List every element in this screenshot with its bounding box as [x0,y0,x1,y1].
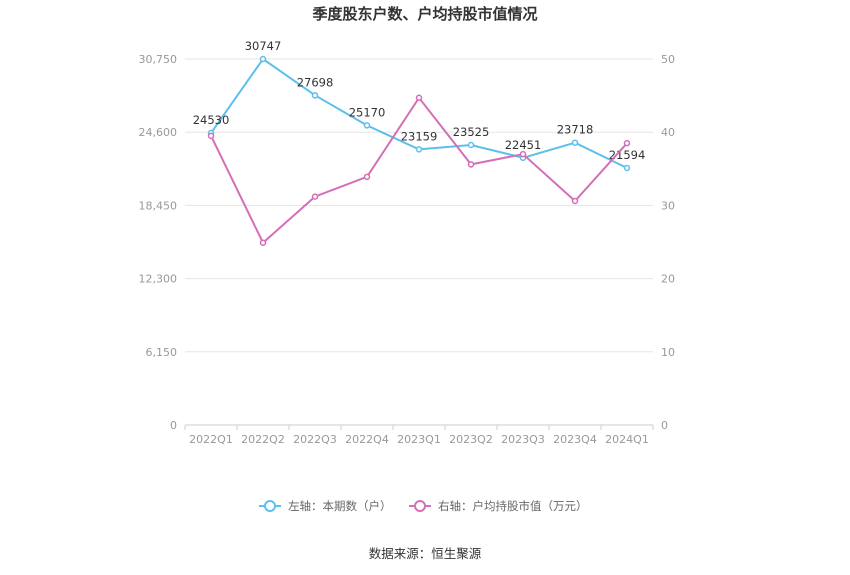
x-tick-label: 2023Q2 [449,433,493,446]
data-source: 数据来源：恒生聚源 [369,546,482,561]
grid-lines [185,58,653,426]
right-axis: 0 10 20 30 40 50 [661,53,675,432]
data-point[interactable] [415,146,423,153]
data-point[interactable] [363,173,371,181]
data-point[interactable] [311,193,319,200]
series-line-right [210,96,628,245]
x-axis: 2022Q1 2022Q2 2022Q3 2022Q4 2023Q1 2023Q2 2023… [184,425,654,446]
right-tick-label: 30 [661,199,675,212]
chart-title: 季度股东户数、户均持股市值情况 [312,5,537,23]
series-left: 24530 30747 27698 25170 23159 23525 22451 23718… [193,39,646,172]
data-point[interactable] [623,164,631,172]
data-label: 23718 [557,123,594,137]
right-tick-label: 0 [661,419,668,432]
data-point[interactable] [311,92,319,99]
data-point[interactable] [467,161,475,168]
right-tick-label: 50 [661,53,675,66]
data-point[interactable] [623,139,631,147]
legend-item-right-series[interactable]: 右轴：户均持股市值（万元） [409,499,588,513]
left-tick-label: 0 [170,419,177,432]
x-tick-label: 2022Q2 [241,433,285,446]
x-tick-label: 2023Q3 [501,433,545,446]
right-tick-label: 40 [661,126,675,139]
left-tick-label: 18,450 [139,199,178,212]
legend-label-left: 左轴：本期数（户） [288,499,392,513]
series-right [207,94,631,246]
data-point[interactable] [415,94,423,102]
data-label: 23159 [401,129,438,143]
legend[interactable]: 左轴：本期数（户） 右轴：户均持股市值（万元） [259,499,588,513]
data-point[interactable] [259,55,267,63]
data-label: 27698 [297,75,334,89]
data-point[interactable] [467,141,475,149]
x-tick-label: 2022Q1 [189,433,233,446]
legend-item-left-series[interactable]: 左轴：本期数（户） [259,499,392,513]
data-label: 24530 [193,113,230,127]
x-tick-label: 2022Q3 [293,433,337,446]
x-tick-label: 2022Q4 [345,433,389,446]
legend-marker-right [414,500,426,512]
data-point[interactable] [259,239,267,246]
legend-marker-left [264,500,276,512]
legend-label-right: 右轴：户均持股市值（万元） [438,499,588,513]
left-tick-label: 24,600 [139,126,178,139]
data-label: 25170 [349,105,386,119]
left-tick-label: 30,750 [139,53,178,66]
right-tick-label: 20 [661,273,675,286]
data-point[interactable] [571,197,579,205]
data-label: 30747 [245,39,282,53]
right-tick-label: 10 [661,346,675,359]
left-axis: 0 6,150 12,300 18,450 24,600 30,750 [139,53,178,432]
x-tick-label: 2023Q1 [397,433,441,446]
data-label: 22451 [505,138,542,152]
left-tick-label: 6,150 [146,346,178,359]
data-point[interactable] [571,139,579,146]
x-tick-label: 2024Q1 [605,433,649,446]
x-tick-label: 2023Q4 [553,433,597,446]
data-point[interactable] [519,150,527,158]
data-label: 21594 [609,148,646,162]
data-point[interactable] [363,122,371,129]
left-tick-label: 12,300 [139,273,178,286]
series-layer: 24530 30747 27698 25170 23159 23525 22451 23718… [193,39,646,246]
data-point[interactable] [207,132,215,140]
data-label: 23525 [453,125,490,139]
